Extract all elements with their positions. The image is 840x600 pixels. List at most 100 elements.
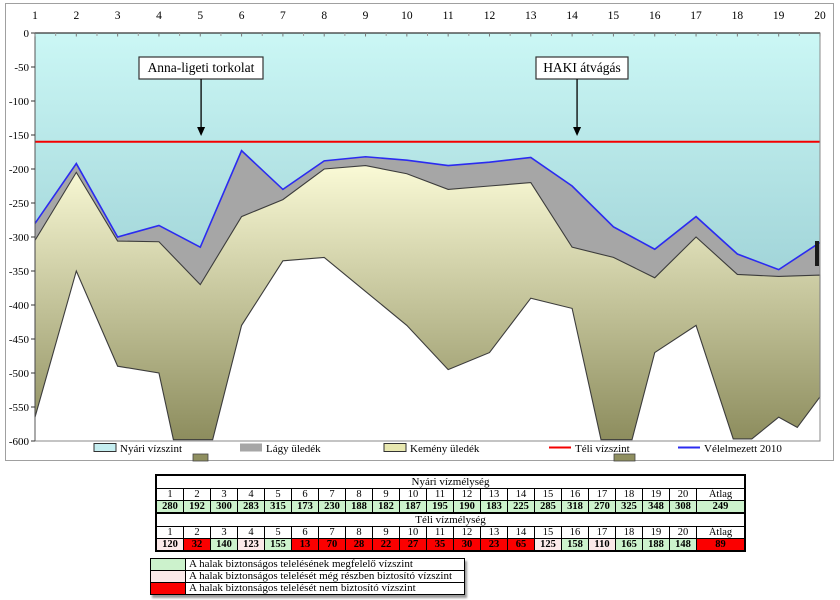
legend-label: Téli vízszint xyxy=(575,443,630,455)
station-header: 20 xyxy=(669,526,697,539)
depth-value: 173 xyxy=(291,500,319,514)
status-legend-body: A halak biztonságos telelésének megfelel… xyxy=(150,558,465,595)
station-header: 20 xyxy=(669,488,697,501)
x-tick-label: 1 xyxy=(32,10,38,22)
annotation-arrow-head xyxy=(197,127,206,136)
status-legend-row: A halak biztonságos telelését még részbe… xyxy=(150,570,465,583)
x-tick-label: 6 xyxy=(239,10,245,22)
y-tick-label: -200 xyxy=(9,164,30,176)
station-header: 16 xyxy=(561,526,589,539)
x-tick-label: 3 xyxy=(115,10,121,22)
depth-tables: Nyári vízmélység 1 2 3 4 5 6 7 8 9 10 11 12 13 14 15 16 1… xyxy=(155,474,746,552)
depth-value: 318 xyxy=(561,500,589,514)
station-header: 17 xyxy=(588,526,616,539)
depth-value: 120 xyxy=(155,538,184,552)
status-legend-row: A halak biztonságos telelését nem biztos… xyxy=(150,582,465,595)
legend-label: Vélelmezett 2010 xyxy=(704,443,782,455)
x-tick-label: 7 xyxy=(280,10,286,22)
y-tick-label: -500 xyxy=(9,368,30,380)
status-swatch-partial xyxy=(150,570,186,583)
x-tick-label: 11 xyxy=(443,10,454,22)
depth-value: 148 xyxy=(669,538,697,552)
station-header: 12 xyxy=(453,488,481,501)
below-axis-rect xyxy=(613,453,636,462)
y-tick-label: -100 xyxy=(9,96,30,108)
legend-label: Nyári vízszint xyxy=(120,443,182,455)
station-header: 4 xyxy=(237,526,265,539)
chart-frame xyxy=(5,3,834,461)
station-header: 3 xyxy=(210,526,238,539)
x-tick-label: 19 xyxy=(773,10,785,22)
status-legend-row: A halak biztonságos telelésének megfelel… xyxy=(150,558,465,571)
depth-value: 27 xyxy=(399,538,427,552)
right-edge-marker xyxy=(815,241,819,266)
average-header: Átlag xyxy=(696,526,746,539)
y-tick-label: -300 xyxy=(9,232,30,244)
depth-value: 325 xyxy=(615,500,643,514)
summer-values-row: 280 192 300 283 315 173 230 188 182 187 195 190 183 2… xyxy=(155,500,746,514)
legend-label: Lágy üledék xyxy=(266,443,321,455)
y-tick-label: -550 xyxy=(9,402,30,414)
station-header: 15 xyxy=(534,488,562,501)
summer-table-title: Nyári vízmélység xyxy=(155,474,746,489)
station-header: 18 xyxy=(615,488,643,501)
depth-value: 35 xyxy=(426,538,454,552)
average-value: 89 xyxy=(696,538,746,552)
station-header: 6 xyxy=(291,526,319,539)
station-header: 5 xyxy=(264,526,292,539)
annotation: Anna-ligeti torkolat xyxy=(138,56,264,136)
depth-value: 280 xyxy=(155,500,184,514)
depth-value: 283 xyxy=(237,500,265,514)
depth-value: 315 xyxy=(264,500,292,514)
depth-value: 270 xyxy=(588,500,616,514)
status-label: A halak biztonságos telelését még részbe… xyxy=(185,570,465,583)
depth-value: 195 xyxy=(426,500,454,514)
status-label: A halak biztonságos telelését nem biztos… xyxy=(185,582,465,595)
annotation-label: Anna-ligeti torkolat xyxy=(148,60,255,75)
depth-value: 28 xyxy=(345,538,373,552)
x-tick-label: 12 xyxy=(484,10,496,22)
station-header: 7 xyxy=(318,488,346,501)
x-tick-label: 16 xyxy=(649,10,661,22)
soft-sediment-area xyxy=(35,150,820,285)
depth-value: 188 xyxy=(345,500,373,514)
station-header: 2 xyxy=(183,526,211,539)
y-tick-label: -600 xyxy=(9,436,30,448)
station-header: 1 xyxy=(155,526,184,539)
depth-value: 230 xyxy=(318,500,346,514)
summer-header-row: 1 2 3 4 5 6 7 8 9 10 11 12 13 14 15 16 17 18 19 20 Átlag xyxy=(155,488,746,501)
station-header: 17 xyxy=(588,488,616,501)
depth-value: 285 xyxy=(534,500,562,514)
depth-value: 110 xyxy=(588,538,616,552)
depth-value: 182 xyxy=(372,500,400,514)
depth-value: 22 xyxy=(372,538,400,552)
depth-value: 155 xyxy=(264,538,292,552)
annotation-label: HAKI átvágás xyxy=(543,60,621,75)
x-tick-label: 8 xyxy=(321,10,327,22)
depth-value: 192 xyxy=(183,500,211,514)
depth-value: 300 xyxy=(210,500,238,514)
x-tick-label: 4 xyxy=(156,10,162,22)
depth-value: 188 xyxy=(642,538,670,552)
annotation-arrow-head xyxy=(573,127,582,136)
depth-value: 32 xyxy=(183,538,211,552)
winter-table-title-label: Téli vízmélység xyxy=(155,512,746,527)
depth-value: 140 xyxy=(210,538,238,552)
status-label: A halak biztonságos telelésének megfelel… xyxy=(185,558,465,571)
y-tick-label: -250 xyxy=(9,198,30,210)
station-header: 10 xyxy=(399,488,427,501)
winter-header-row: 1 2 3 4 5 6 7 8 9 10 11 12 13 14 15 16 17 18 19 20 Átlag xyxy=(155,526,746,539)
annotation-box xyxy=(535,56,629,80)
depth-value: 190 xyxy=(453,500,481,514)
average-header: Átlag xyxy=(696,488,746,501)
y-tick-label: -350 xyxy=(9,266,30,278)
depth-value: 183 xyxy=(480,500,508,514)
station-header: 13 xyxy=(480,526,508,539)
depth-value: 23 xyxy=(480,538,508,552)
station-header: 9 xyxy=(372,488,400,501)
status-legend-table: A halak biztonságos telelésének megfelel… xyxy=(150,558,465,595)
x-tick-label: 10 xyxy=(401,10,413,22)
station-header: 9 xyxy=(372,526,400,539)
depth-value: 123 xyxy=(237,538,265,552)
